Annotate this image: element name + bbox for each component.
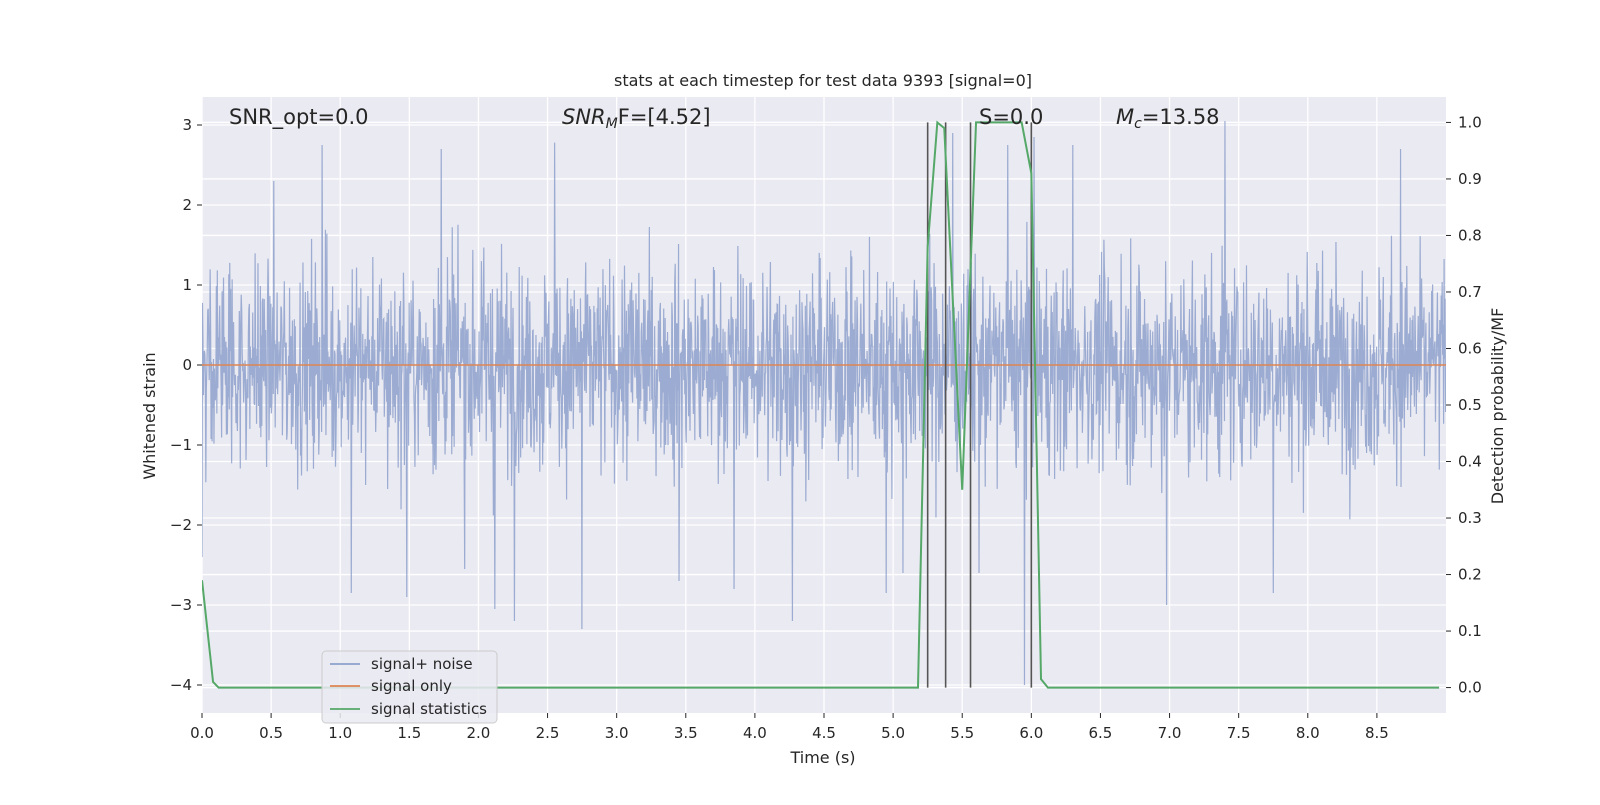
legend-label-noise: signal+ noise <box>371 655 473 673</box>
right-y-tick-label: 0.6 <box>1458 339 1482 357</box>
x-axis: 0.0 0.5 1.0 1.5 2.0 2.5 3.0 3.5 4.0 4.5 5.0 5.5 6.0 6… <box>190 713 1389 742</box>
x-tick-label: 4.0 <box>743 724 767 742</box>
right-y-tick-label: 0.5 <box>1458 396 1482 414</box>
x-tick-label: 0.5 <box>259 724 283 742</box>
left-y-tick-label: −3 <box>170 596 192 614</box>
legend: signal+ noise signal only signal statist… <box>321 650 498 724</box>
x-tick-label: 2.5 <box>536 724 560 742</box>
annotation-snr-mf-sub: M <box>606 116 618 132</box>
right-y-tick-label: 0.7 <box>1458 283 1482 301</box>
series-signal-plus-noise <box>202 120 1446 686</box>
left-y-tick-label: 0 <box>182 356 192 374</box>
left-y-tick-label: 3 <box>182 116 192 134</box>
x-tick-label: 8.5 <box>1365 724 1389 742</box>
legend-box <box>321 650 498 724</box>
left-y-axis: 3 2 1 0 −1 −2 −3 −4 <box>170 116 202 694</box>
left-y-tick-label: 2 <box>182 196 192 214</box>
x-tick-label: 4.5 <box>812 724 836 742</box>
left-y-tick-label: −1 <box>170 436 192 454</box>
x-tick-label: 6.0 <box>1019 724 1043 742</box>
chart-title: stats at each timestep for test data 939… <box>614 71 1032 90</box>
left-y-tick-label: 1 <box>182 276 192 294</box>
x-tick-label: 8.0 <box>1296 724 1320 742</box>
x-tick-label: 1.5 <box>397 724 421 742</box>
right-y-tick-label: 1.0 <box>1458 113 1482 131</box>
left-y-tick-label: −4 <box>170 676 192 694</box>
x-tick-label: 7.0 <box>1158 724 1182 742</box>
x-tick-label: 2.0 <box>467 724 491 742</box>
x-tick-label: 6.5 <box>1089 724 1113 742</box>
annotation-s-value: S=0.0 <box>979 105 1043 129</box>
right-y-tick-label: 0.4 <box>1458 453 1482 471</box>
right-y-tick-label: 0.9 <box>1458 170 1482 188</box>
left-y-axis-label: Whitened strain <box>140 352 159 479</box>
x-tick-label: 1.0 <box>328 724 352 742</box>
annotation-mc-main: M <box>1116 105 1134 129</box>
x-tick-label: 3.0 <box>605 724 629 742</box>
legend-label-statistics: signal statistics <box>371 700 487 718</box>
annotation-snr-mf: SNRMF=[4.52] <box>562 105 711 132</box>
left-y-tick-label: −2 <box>170 516 192 534</box>
annotation-snr-opt: SNR_opt=0.0 <box>229 105 369 130</box>
x-tick-label: 7.5 <box>1227 724 1251 742</box>
annotation-mc-sub: c <box>1134 116 1142 132</box>
right-y-axis-label: Detection probability/MF <box>1488 308 1507 505</box>
noise-trace <box>202 120 1446 686</box>
right-y-tick-label: 0.8 <box>1458 226 1482 244</box>
right-y-axis: 1.0 0.9 0.8 0.7 0.6 0.5 0.4 0.3 0.2 0.1 0.0 <box>1446 113 1482 697</box>
right-y-tick-label: 0.2 <box>1458 566 1482 584</box>
right-y-tick-label: 0.0 <box>1458 679 1482 697</box>
annotation-mc: Mc=13.58 <box>1116 105 1220 132</box>
x-tick-label: 5.5 <box>950 724 974 742</box>
right-y-tick-label: 0.1 <box>1458 622 1482 640</box>
right-y-tick-label: 0.3 <box>1458 509 1482 527</box>
annotation-snr-mf-main: SNR <box>562 105 606 129</box>
x-tick-label: 0.0 <box>190 724 214 742</box>
x-axis-label: Time (s) <box>789 748 855 767</box>
annotation-snr-mf-tail: F=[4.52] <box>618 105 711 129</box>
legend-label-signal-only: signal only <box>371 677 452 695</box>
x-tick-label: 3.5 <box>674 724 698 742</box>
x-tick-label: 5.0 <box>881 724 905 742</box>
annotation-mc-tail: =13.58 <box>1142 105 1220 129</box>
